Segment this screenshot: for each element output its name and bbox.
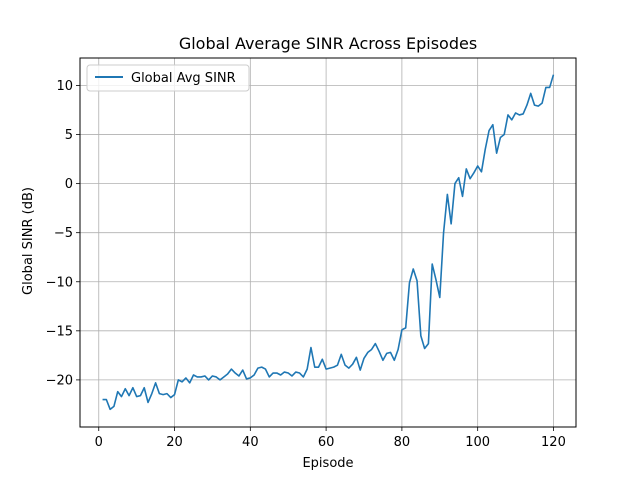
legend-box [86, 64, 250, 92]
tick-layer: 0 20 40 60 80 100 120 −20 −15 −10 −5 0 5 10 [46, 79, 566, 450]
y-tick-label: 0 [65, 177, 73, 192]
y-tick-label: −15 [46, 324, 73, 339]
legend: Global Avg SINR [86, 64, 250, 92]
x-tick-label: 120 [541, 435, 566, 450]
y-tick-label: −20 [46, 373, 73, 388]
series-layer [102, 74, 555, 411]
y-tick-label: −10 [46, 275, 73, 290]
legend-label: Global Avg SINR [131, 71, 236, 86]
x-tick-label: 40 [242, 435, 259, 450]
x-tick-label: 100 [465, 435, 490, 450]
y-tick-label: 5 [65, 128, 73, 143]
plot-frame [79, 57, 577, 428]
x-axis-label: Episode [302, 456, 353, 471]
x-tick-label: 80 [394, 435, 411, 450]
y-axis-label: Global SINR (dB) [21, 187, 36, 295]
y-tick-label: −5 [54, 226, 73, 241]
grid [80, 58, 576, 427]
x-tick-label: 60 [318, 435, 335, 450]
x-tick-label: 0 [95, 435, 103, 450]
chart-title: Global Average SINR Across Episodes [179, 34, 477, 53]
x-tick-label: 20 [166, 435, 183, 450]
y-tick-label: 10 [56, 79, 73, 94]
series-line [102, 74, 555, 411]
